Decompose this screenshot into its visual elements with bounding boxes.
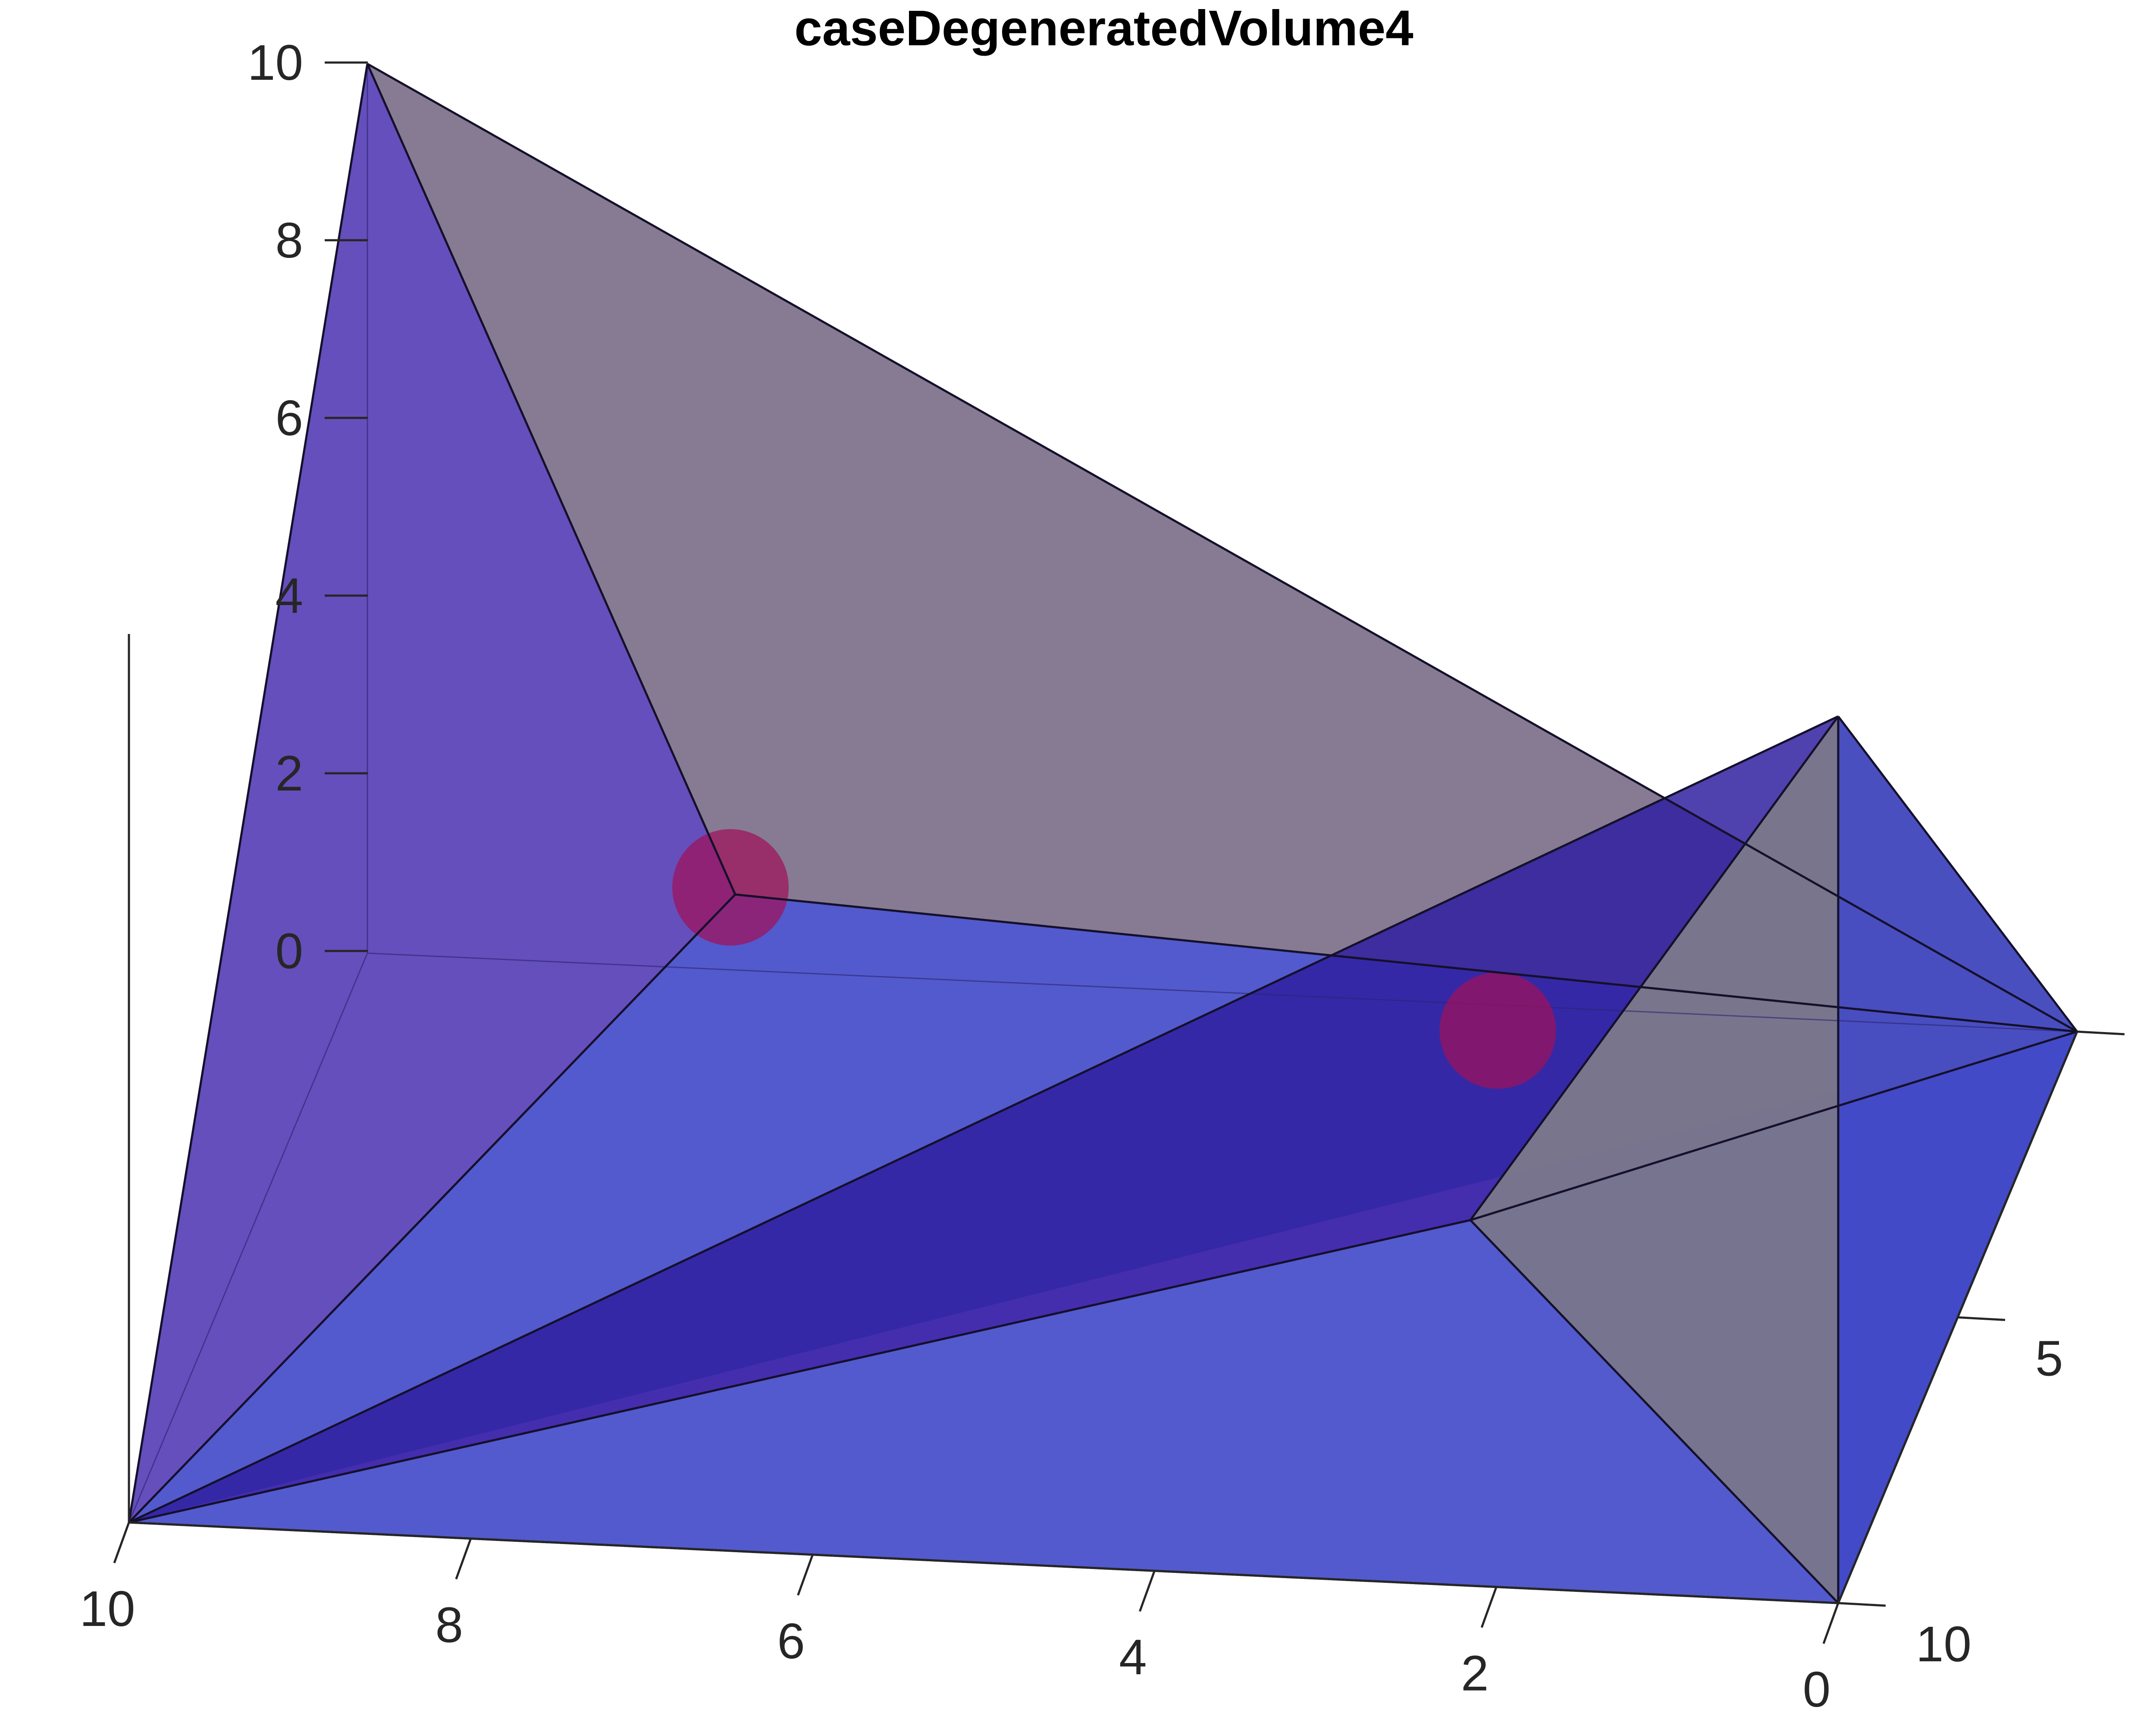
x-tick-mark: [455, 1538, 472, 1580]
x-tick-mark: [1139, 1570, 1156, 1612]
x-tick-label: 4: [1119, 1629, 1147, 1685]
vertex-marker: [1439, 972, 1556, 1089]
y-tick-label: 0: [2155, 1045, 2156, 1101]
x-tick-label: 0: [1803, 1661, 1831, 1717]
x-tick-label: 6: [777, 1613, 805, 1669]
vertex-markers: [672, 829, 1556, 1089]
y-tick-mark: [1838, 1602, 1886, 1607]
chart-title: caseDegeneratedVolume4: [794, 0, 1413, 56]
z-tick-label: 2: [275, 745, 303, 801]
y-tick-label: 10: [1916, 1616, 1971, 1672]
x-tick-mark: [1480, 1586, 1498, 1628]
tall-front-face: [129, 64, 735, 1522]
z-tick-label: 6: [275, 390, 303, 446]
x-tick-label: 10: [79, 1581, 135, 1637]
y-tick-mark: [2077, 1030, 2125, 1036]
polyhedron-faces: [128, 64, 2078, 1603]
z-tick-label: 4: [275, 568, 303, 624]
x-tick-label: 8: [436, 1597, 464, 1653]
x-tick-mark: [1822, 1603, 1839, 1644]
x-tick-label: 2: [1461, 1645, 1489, 1701]
vertex-marker: [672, 829, 789, 946]
y-tick-label: 5: [2035, 1331, 2063, 1387]
y-tick-mark: [1957, 1316, 2006, 1321]
x-tick-mark: [113, 1522, 130, 1563]
x-axis-line: [128, 1521, 1839, 1604]
grey-face: [1470, 716, 1838, 1603]
axis-ticks: 0 2 4 6 8 10 10 8 6 4 2 0 0 5 10: [79, 35, 2156, 1717]
z-tick-label: 10: [248, 35, 303, 91]
x-tick-mark: [797, 1554, 814, 1596]
right-side-face: [1838, 716, 2077, 1603]
z-tick-label: 0: [275, 923, 303, 979]
z-tick-label: 8: [275, 212, 303, 268]
